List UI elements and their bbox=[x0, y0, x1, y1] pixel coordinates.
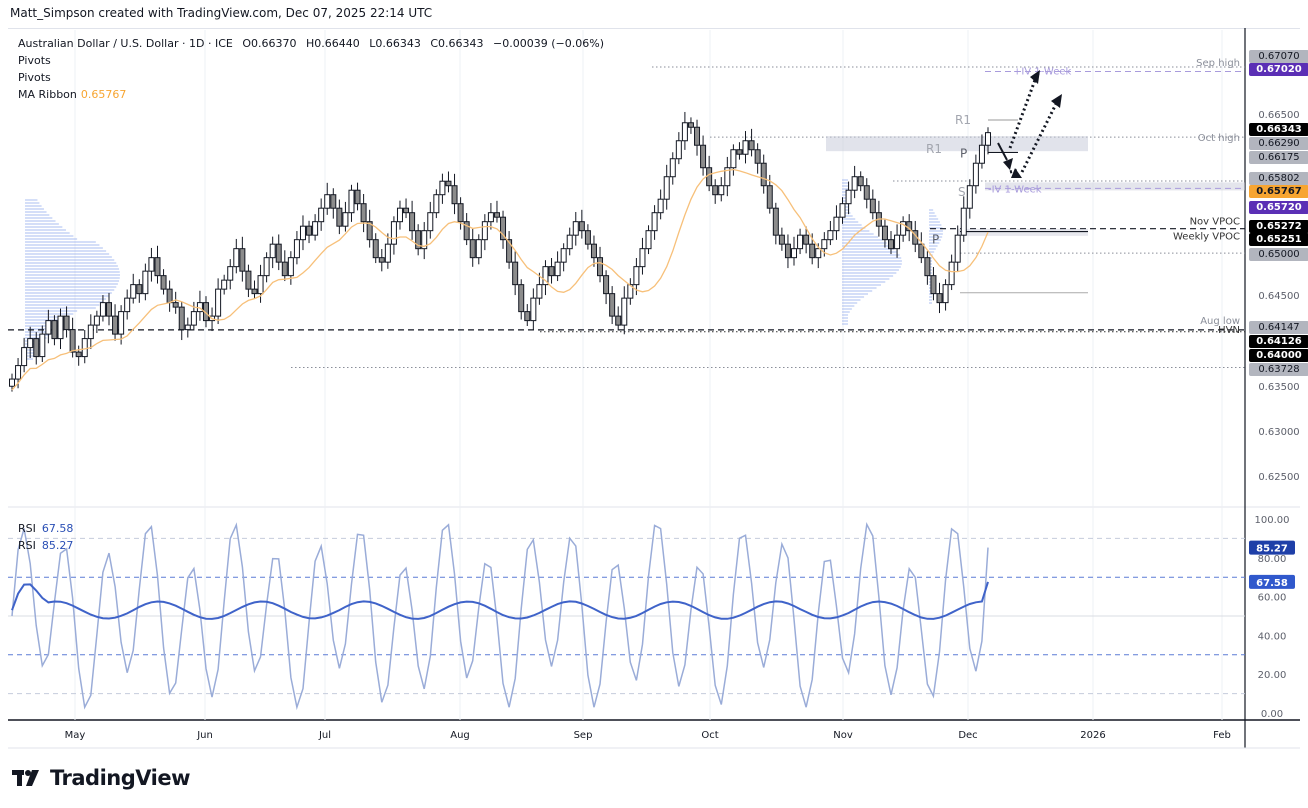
price-label: 0.63728 bbox=[1249, 363, 1308, 376]
ma-ribbon-label: MA Ribbon bbox=[18, 88, 77, 101]
chart-frame bbox=[8, 28, 1300, 749]
close-value: C0.66343 bbox=[430, 37, 484, 50]
svg-text:20.00: 20.00 bbox=[1258, 670, 1287, 681]
price-label: 0.67070 bbox=[1249, 50, 1308, 63]
price-label: 0.65767 bbox=[1249, 185, 1308, 198]
tradingview-logo-icon bbox=[12, 770, 39, 786]
rsi-value-1: 67.58 bbox=[41, 522, 74, 535]
svg-text:Jun: Jun bbox=[196, 730, 213, 741]
svg-text:Nov VPOC: Nov VPOC bbox=[1190, 217, 1240, 228]
price-label: 0.62500 bbox=[1258, 472, 1300, 483]
svg-text:P: P bbox=[960, 147, 967, 161]
rsi-label-2: RSI bbox=[18, 539, 36, 552]
low-value: L0.66343 bbox=[369, 37, 421, 50]
price-label: 0.63000 bbox=[1258, 427, 1300, 438]
svg-text:Sep: Sep bbox=[574, 730, 593, 741]
svg-text:2026: 2026 bbox=[1080, 730, 1105, 741]
svg-text:HVN: HVN bbox=[1218, 325, 1240, 336]
open-value: O0.66370 bbox=[242, 37, 297, 50]
price-label: 0.65000 bbox=[1249, 248, 1308, 261]
indicator-pivots-2[interactable]: Pivots bbox=[18, 71, 51, 84]
svg-text:85.27: 85.27 bbox=[1256, 544, 1288, 555]
svg-text:R1: R1 bbox=[955, 113, 971, 127]
svg-text:0.00: 0.00 bbox=[1261, 709, 1283, 720]
symbol-row[interactable]: Australian Dollar / U.S. Dollar · 1D · I… bbox=[18, 35, 610, 52]
svg-text:+IV 1-Week: +IV 1-Week bbox=[1013, 66, 1072, 77]
svg-text:P: P bbox=[932, 233, 939, 247]
symbol-name[interactable]: Australian Dollar / U.S. Dollar · 1D · I… bbox=[18, 37, 233, 50]
change-value: −0.00039 (−0.06%) bbox=[493, 37, 604, 50]
price-label: 0.65720 bbox=[1249, 201, 1308, 214]
svg-text:Aug: Aug bbox=[450, 730, 470, 741]
rsi-legend-row-1[interactable]: RSI 67.58 bbox=[18, 520, 73, 537]
price-label: 0.67020 bbox=[1249, 63, 1308, 76]
svg-text:Weekly VPOC: Weekly VPOC bbox=[1173, 232, 1240, 243]
svg-text:Dec: Dec bbox=[958, 730, 977, 741]
rsi-legend: RSI 67.58 RSI 85.27 bbox=[18, 520, 73, 554]
rsi-label-1: RSI bbox=[18, 522, 36, 535]
chart-legend: Australian Dollar / U.S. Dollar · 1D · I… bbox=[18, 35, 610, 103]
price-label: 0.65272 bbox=[1249, 220, 1308, 233]
svg-text:-IV 1-Week: -IV 1-Week bbox=[988, 184, 1042, 195]
svg-text:60.00: 60.00 bbox=[1258, 593, 1287, 604]
svg-text:80.00: 80.00 bbox=[1258, 554, 1287, 565]
price-label: 0.65251 bbox=[1249, 233, 1308, 246]
svg-text:Nov: Nov bbox=[833, 730, 853, 741]
high-value: H0.66440 bbox=[305, 37, 360, 50]
price-label: 0.65802 bbox=[1249, 172, 1308, 185]
chart-credit: Matt_Simpson created with TradingView.co… bbox=[10, 6, 433, 20]
svg-text:Jul: Jul bbox=[318, 730, 331, 741]
ma-ribbon-value: 0.65767 bbox=[80, 88, 127, 101]
svg-text:40.00: 40.00 bbox=[1258, 631, 1287, 642]
tradingview-logo-text: TradingView bbox=[50, 766, 190, 790]
price-label: 0.64000 bbox=[1249, 349, 1308, 362]
svg-text:Aug low: Aug low bbox=[1200, 316, 1240, 327]
svg-text:100.00: 100.00 bbox=[1255, 515, 1290, 526]
svg-text:R1: R1 bbox=[926, 142, 942, 156]
rsi-legend-row-2[interactable]: RSI 85.27 bbox=[18, 537, 73, 554]
price-label: 0.66175 bbox=[1249, 151, 1308, 164]
price-label: 0.63500 bbox=[1258, 382, 1300, 393]
svg-text:Oct: Oct bbox=[701, 730, 718, 741]
svg-text:Sep high: Sep high bbox=[1196, 58, 1240, 69]
price-label: 0.66290 bbox=[1249, 137, 1308, 150]
price-label: 0.64147 bbox=[1249, 321, 1308, 334]
price-label: 0.66500 bbox=[1258, 110, 1300, 121]
svg-text:May: May bbox=[65, 730, 86, 741]
tradingview-logo[interactable]: TradingView bbox=[12, 766, 190, 790]
rsi-value-2: 85.27 bbox=[41, 539, 74, 552]
svg-text:Feb: Feb bbox=[1213, 730, 1231, 741]
price-label: 0.64500 bbox=[1258, 291, 1300, 302]
svg-text:Oct high: Oct high bbox=[1198, 133, 1240, 144]
price-label: 0.64126 bbox=[1249, 335, 1308, 348]
price-label: 0.66343 bbox=[1249, 123, 1308, 136]
indicator-ma-ribbon[interactable]: MA Ribbon 0.65767 bbox=[18, 86, 610, 103]
svg-text:67.58: 67.58 bbox=[1256, 578, 1288, 589]
indicator-pivots-1[interactable]: Pivots bbox=[18, 54, 51, 67]
